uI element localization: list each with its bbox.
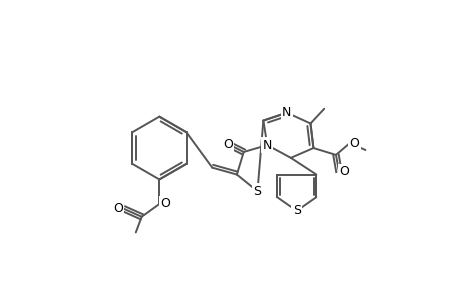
Text: O: O — [160, 197, 170, 211]
Text: S: S — [253, 185, 261, 198]
Text: O: O — [349, 136, 359, 150]
Text: S: S — [292, 204, 300, 218]
Text: N: N — [262, 139, 271, 152]
Text: O: O — [113, 202, 123, 215]
Text: O: O — [338, 165, 348, 178]
Text: O: O — [223, 138, 232, 151]
Text: N: N — [282, 106, 291, 119]
